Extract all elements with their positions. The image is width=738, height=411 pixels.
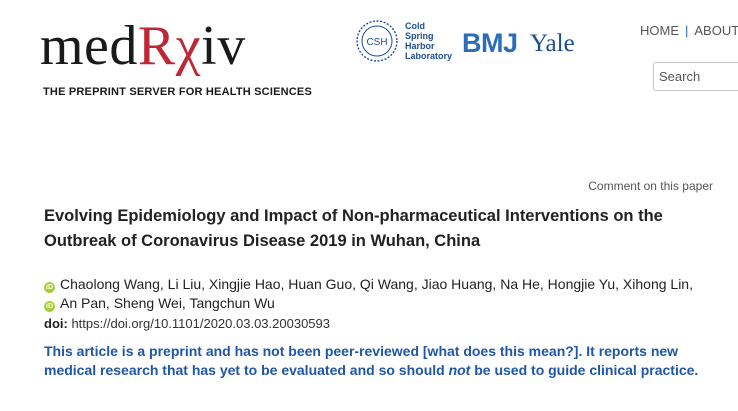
notice-text-1: This article is a preprint and has not b… xyxy=(44,343,423,359)
nav-about-link[interactable]: ABOUT xyxy=(694,23,738,38)
logo-part-med: med xyxy=(40,15,138,77)
notice-emphasis: not xyxy=(448,362,471,378)
logo-part-rx: Rχ xyxy=(137,15,202,77)
orcid-icon[interactable]: iD xyxy=(44,301,55,312)
article-title: Evolving Epidemiology and Impact of Non-… xyxy=(44,207,663,250)
csh-line: Laboratory xyxy=(405,51,453,61)
bmj-logo[interactable]: BMJ xyxy=(462,28,518,58)
notice-text-2: . It reports new medical research that h… xyxy=(44,343,679,378)
doi-link[interactable]: https://doi.org/10.1101/2020.03.03.20030… xyxy=(71,316,330,331)
nav-separator: | xyxy=(685,23,689,38)
csh-line: Harbor xyxy=(405,41,435,51)
comment-on-paper-link[interactable]: Comment on this paper xyxy=(588,179,713,193)
orcid-icon[interactable]: iD xyxy=(44,282,55,293)
what-does-this-mean-link[interactable]: [what does this mean?] xyxy=(422,343,579,359)
top-nav: HOME | ABOUT xyxy=(640,23,738,38)
doi-line: doi: https://doi.org/10.1101/2020.03.03.… xyxy=(44,316,330,331)
logo-tagline: THE PREPRINT SERVER FOR HEALTH SCIENCES xyxy=(43,86,312,98)
author-list: iD Chaolong Wang, Li Liu, Xingjie Hao, Hu… xyxy=(44,275,704,313)
notice-text-3: be used to guide clinical practice. xyxy=(470,362,699,378)
logo-wordmark: medRχiv xyxy=(40,16,246,76)
yale-logo[interactable]: Yale xyxy=(530,30,575,57)
author-group-2[interactable]: An Pan, Sheng Wei, Tangchun Wu xyxy=(60,295,275,311)
csh-line: Cold xyxy=(405,21,425,31)
csh-logo-icon[interactable]: CSH xyxy=(355,19,399,63)
doi-label: doi: xyxy=(44,316,68,331)
csh-line: Spring xyxy=(405,31,434,41)
nav-home-link[interactable]: HOME xyxy=(640,23,679,38)
preprint-notice: This article is a preprint and has not b… xyxy=(44,342,734,380)
csh-lab-name: Cold Spring Harbor Laboratory xyxy=(405,21,455,61)
search-input[interactable] xyxy=(653,62,738,91)
csh-badge-text: CSH xyxy=(366,37,387,48)
author-group-1[interactable]: Chaolong Wang, Li Liu, Xingjie Hao, Huan… xyxy=(60,276,693,292)
logo-part-iv: iv xyxy=(201,15,246,77)
